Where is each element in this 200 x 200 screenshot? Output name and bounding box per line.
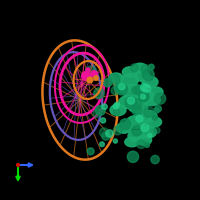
Ellipse shape [122,74,138,86]
Circle shape [141,94,145,99]
Circle shape [100,142,104,147]
Circle shape [86,66,96,76]
Circle shape [144,107,154,117]
Circle shape [115,102,119,107]
Ellipse shape [149,87,163,97]
Circle shape [116,83,128,95]
Circle shape [103,79,112,87]
Circle shape [143,84,151,92]
Circle shape [132,106,142,116]
Circle shape [132,126,142,136]
Circle shape [154,127,160,133]
Ellipse shape [133,63,147,73]
Ellipse shape [134,90,154,102]
Ellipse shape [119,96,137,108]
Ellipse shape [126,116,146,128]
Circle shape [113,139,117,143]
Ellipse shape [136,135,152,145]
Circle shape [132,86,140,94]
Circle shape [137,140,145,149]
Circle shape [136,115,143,122]
Ellipse shape [114,83,130,93]
Circle shape [155,105,161,112]
Circle shape [106,130,113,137]
Ellipse shape [128,99,148,113]
Circle shape [144,142,149,147]
Circle shape [120,119,131,130]
Circle shape [152,115,157,120]
Circle shape [94,76,98,80]
Ellipse shape [116,123,132,133]
Ellipse shape [125,137,139,147]
Circle shape [127,151,139,162]
Ellipse shape [128,130,144,142]
Circle shape [135,85,145,95]
Circle shape [91,71,97,77]
Circle shape [82,72,90,80]
Circle shape [102,132,110,140]
Circle shape [130,64,138,72]
Circle shape [87,148,94,155]
Circle shape [151,155,159,164]
Circle shape [111,86,120,95]
Circle shape [102,104,107,109]
Circle shape [139,92,149,102]
Ellipse shape [135,110,157,122]
Circle shape [154,108,159,113]
Circle shape [94,88,104,99]
Circle shape [100,118,106,123]
Ellipse shape [144,94,160,106]
Circle shape [141,65,150,74]
Circle shape [113,109,120,115]
Circle shape [86,68,90,72]
Circle shape [154,93,166,104]
Circle shape [149,64,154,70]
Circle shape [95,106,105,115]
Ellipse shape [134,71,150,81]
Circle shape [99,128,109,137]
Circle shape [109,74,120,85]
Circle shape [17,164,19,166]
Ellipse shape [109,73,123,83]
Circle shape [87,77,93,83]
Circle shape [141,84,148,91]
Circle shape [118,83,125,90]
Ellipse shape [140,126,156,138]
Ellipse shape [142,76,158,88]
Circle shape [148,133,152,137]
Circle shape [127,97,135,104]
Ellipse shape [122,67,138,77]
Circle shape [125,97,137,108]
Circle shape [113,104,119,109]
Circle shape [132,99,142,109]
Circle shape [93,109,101,117]
Circle shape [142,69,154,81]
Ellipse shape [146,117,162,127]
Ellipse shape [123,84,145,100]
Circle shape [141,124,149,132]
Ellipse shape [110,104,126,116]
Circle shape [113,126,122,135]
